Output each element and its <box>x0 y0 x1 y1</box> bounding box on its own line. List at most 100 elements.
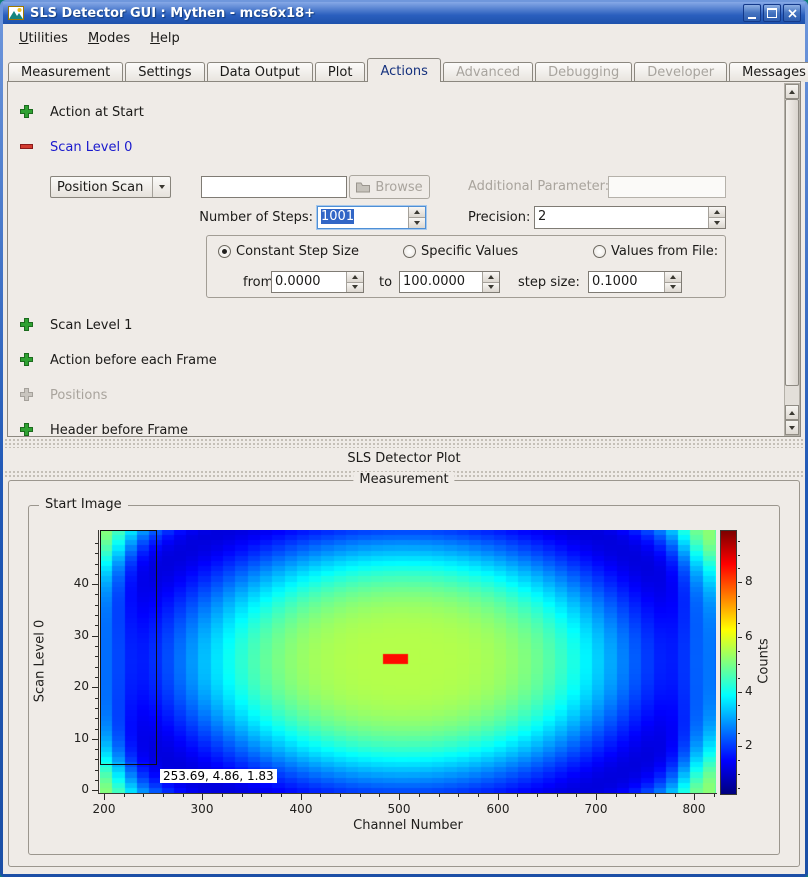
action-at-start-label[interactable]: Action at Start <box>50 105 144 120</box>
precision-spinbox[interactable]: 2 <box>534 206 726 229</box>
x-minor-tick <box>419 794 420 797</box>
x-major-tick <box>399 794 400 800</box>
y-minor-tick <box>95 677 98 678</box>
step-size-label: step size: <box>518 275 580 290</box>
tab-settings[interactable]: Settings <box>125 62 204 82</box>
tab-measurement[interactable]: Measurement <box>8 62 123 82</box>
y-minor-tick <box>95 718 98 719</box>
y-minor-tick <box>95 749 98 750</box>
x-tick-label: 600 <box>478 802 518 816</box>
scroll-down-icon <box>789 426 795 430</box>
tab-plot[interactable]: Plot <box>315 62 366 82</box>
to-spinbox[interactable]: 100.0000 <box>399 271 500 293</box>
menu-utilities[interactable]: Utilities <box>9 27 78 50</box>
plot-dock-titlebar[interactable]: SLS Detector Plot <box>3 448 805 469</box>
add-action-icon[interactable] <box>20 423 34 436</box>
colorbar-title: Counts <box>757 638 772 683</box>
tab-debugging: Debugging <box>535 62 632 82</box>
y-minor-tick <box>95 729 98 730</box>
spin-down-icon[interactable] <box>665 283 681 293</box>
scan-level-1-label[interactable]: Scan Level 1 <box>50 318 132 333</box>
values-from-file-radio[interactable]: Values from File: <box>593 244 718 259</box>
x-minor-tick <box>714 794 715 797</box>
specific-values-radio[interactable]: Specific Values <box>403 244 518 259</box>
scroll-up-icon <box>789 90 795 94</box>
tab-messages[interactable]: Messages <box>729 62 808 82</box>
y-minor-tick <box>95 780 98 781</box>
actions-scrollbar[interactable] <box>784 83 800 436</box>
spin-down-icon[interactable] <box>483 283 499 293</box>
y-tick-label: 40 <box>55 576 89 590</box>
action-before-each-frame-label[interactable]: Action before each Frame <box>50 353 217 368</box>
y-major-tick <box>92 636 98 637</box>
spin-up-icon[interactable] <box>409 207 425 218</box>
y-minor-tick <box>95 625 98 626</box>
minimize-icon <box>748 17 756 19</box>
remove-action-icon[interactable] <box>20 140 34 154</box>
number-of-steps-spinbox[interactable]: 1001 <box>317 206 426 229</box>
spin-down-icon[interactable] <box>709 218 725 228</box>
tab-actions[interactable]: Actions <box>367 58 441 82</box>
menu-help[interactable]: Help <box>140 27 190 50</box>
close-button[interactable] <box>783 4 801 22</box>
y-minor-tick <box>95 759 98 760</box>
x-major-tick <box>202 794 203 800</box>
spin-down-icon[interactable] <box>347 283 363 293</box>
scroll-up-button-bottom[interactable] <box>785 405 799 420</box>
radio-icon <box>593 245 606 258</box>
y-major-tick <box>92 687 98 688</box>
y-minor-tick <box>95 564 98 565</box>
x-tick-label: 800 <box>674 802 714 816</box>
additional-parameter-label: Additional Parameter: <box>468 179 609 194</box>
x-minor-tick <box>537 794 538 797</box>
y-major-tick <box>92 584 98 585</box>
y-axis-title: Scan Level 0 <box>33 620 48 702</box>
spin-up-icon[interactable] <box>665 272 681 283</box>
x-minor-tick <box>439 794 440 797</box>
from-spinbox[interactable]: 0.0000 <box>271 271 364 293</box>
titlebar[interactable]: SLS Detector GUI : Mythen - mcs6x18+ <box>3 2 805 24</box>
colorbar-minor-tick <box>738 623 740 624</box>
add-action-icon[interactable] <box>20 105 34 119</box>
scrollbar-thumb[interactable] <box>785 99 799 386</box>
minimize-button[interactable] <box>743 4 761 22</box>
add-action-icon[interactable] <box>20 318 34 332</box>
colorbar-minor-tick <box>738 541 740 542</box>
colorbar-tick-label: 6 <box>745 629 753 643</box>
x-tick-label: 200 <box>84 802 124 816</box>
scan-level-0-label[interactable]: Scan Level 0 <box>50 140 132 155</box>
constant-step-size-radio[interactable]: Constant Step Size <box>218 244 359 259</box>
x-major-tick <box>104 794 105 800</box>
precision-label: Precision: <box>468 210 530 225</box>
colorbar-tick-label: 4 <box>745 684 753 698</box>
y-minor-tick <box>95 708 98 709</box>
spin-up-icon[interactable] <box>709 207 725 218</box>
menu-modes[interactable]: Modes <box>78 27 140 50</box>
splitter-handle[interactable] <box>3 437 805 448</box>
close-icon <box>788 9 797 18</box>
x-minor-tick <box>379 794 380 797</box>
colorbar-major-tick <box>738 746 742 747</box>
scroll-down-button[interactable] <box>785 420 799 435</box>
x-minor-tick <box>163 794 164 797</box>
maximize-button[interactable] <box>763 4 781 22</box>
scan-mode-combobox[interactable]: Position Scan <box>50 176 171 198</box>
y-minor-tick <box>95 698 98 699</box>
add-action-icon[interactable] <box>20 353 34 367</box>
zoom-selection-rect[interactable] <box>100 530 157 765</box>
spin-up-icon[interactable] <box>347 272 363 283</box>
scan-mode-value: Position Scan <box>51 180 152 195</box>
x-minor-tick <box>222 794 223 797</box>
colorbar <box>720 530 737 795</box>
scan-script-input[interactable] <box>201 176 347 198</box>
colorbar-minor-tick <box>738 705 740 706</box>
colorbar-minor-tick <box>738 609 740 610</box>
tab-data-output[interactable]: Data Output <box>207 62 313 82</box>
spin-down-icon[interactable] <box>409 218 425 228</box>
heatmap-canvas[interactable] <box>100 530 716 793</box>
header-before-frame-label[interactable]: Header before Frame <box>50 423 188 436</box>
scroll-up-button[interactable] <box>785 84 799 99</box>
step-size-spinbox[interactable]: 0.1000 <box>588 271 682 293</box>
tab-advanced: Advanced <box>443 62 533 82</box>
spin-up-icon[interactable] <box>483 272 499 283</box>
